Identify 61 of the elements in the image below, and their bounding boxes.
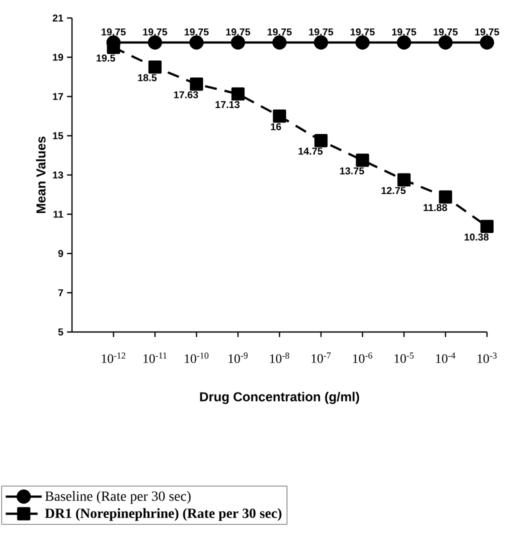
point xyxy=(480,220,494,234)
point xyxy=(355,35,370,50)
x-tick-label: 10$^{-7}$ xyxy=(312,352,331,363)
point xyxy=(148,35,162,50)
point xyxy=(438,190,452,204)
y-tick-label: 19 xyxy=(53,54,64,61)
y-tick-label: 17 xyxy=(53,93,64,100)
point xyxy=(272,35,287,50)
x-tick-label: 10$^{-12}$ xyxy=(102,352,126,363)
data-label: 17.63 xyxy=(174,91,198,98)
point xyxy=(189,35,204,50)
data-label: 17.13 xyxy=(216,101,240,108)
data-label: 19.75 xyxy=(392,28,416,36)
data-label: 14.75 xyxy=(298,148,323,155)
y-axis-title: Mean Values xyxy=(36,136,46,214)
y-tick-label: 21 xyxy=(52,14,64,22)
point xyxy=(356,154,370,167)
data-label: 18.5 xyxy=(138,74,157,82)
y-tick-label: 13 xyxy=(53,171,64,179)
point xyxy=(272,110,286,123)
x-tick-label: 10$^{-3}$ xyxy=(478,352,497,363)
point xyxy=(148,60,162,74)
data-label: 19.75 xyxy=(268,28,292,36)
y-tick-label: 11 xyxy=(54,210,64,218)
legend-label: Baseline (Rate per 30 sec) xyxy=(45,491,191,504)
x-tick-label: 10$^{-4}$ xyxy=(436,352,456,363)
legend-label: DR1 (Norepinephrine) (Rate per 30 sec) xyxy=(45,508,282,521)
x-tick-label: 10$^{-9}$ xyxy=(228,352,248,363)
data-label: 19.75 xyxy=(309,28,334,36)
y-tick-label: 7 xyxy=(58,289,64,296)
data-label: 16 xyxy=(270,123,282,130)
data-label: 12.75 xyxy=(382,187,406,194)
point xyxy=(396,35,412,50)
point xyxy=(438,35,453,50)
x-tick-label: 10$^{-10}$ xyxy=(184,352,208,364)
data-label: 19.75 xyxy=(184,28,209,36)
point xyxy=(230,35,246,50)
point xyxy=(190,78,204,91)
y-tick-label: 5 xyxy=(58,328,64,336)
data-label: 13.75 xyxy=(340,167,364,174)
point xyxy=(480,35,494,50)
x-tick-label: 10$^{-11}$ xyxy=(144,352,167,363)
x-tick-label: 10$^{-8}$ xyxy=(270,352,290,364)
x-tick-label: 10$^{-5}$ xyxy=(394,352,414,363)
data-label: 19.75 xyxy=(475,28,500,36)
y-tick-label: 15 xyxy=(53,132,64,140)
data-label: 19.75 xyxy=(226,28,250,36)
data-label: 19.5 xyxy=(96,54,116,62)
point xyxy=(231,87,245,101)
data-label: 19.75 xyxy=(102,28,126,36)
point xyxy=(314,134,328,148)
data-label: 19.75 xyxy=(350,28,375,36)
data-label: 11.88 xyxy=(424,204,448,212)
data-label: 19.75 xyxy=(434,28,458,36)
data-label: 19.75 xyxy=(143,28,168,36)
point xyxy=(314,35,328,50)
x-axis-title: Drug Concentration (g/ml) xyxy=(200,392,360,404)
x-tick-label: 10$^{-6}$ xyxy=(353,352,372,363)
data-label: 10.38 xyxy=(464,234,489,241)
y-tick-label: 9 xyxy=(58,250,64,258)
point xyxy=(397,173,411,186)
